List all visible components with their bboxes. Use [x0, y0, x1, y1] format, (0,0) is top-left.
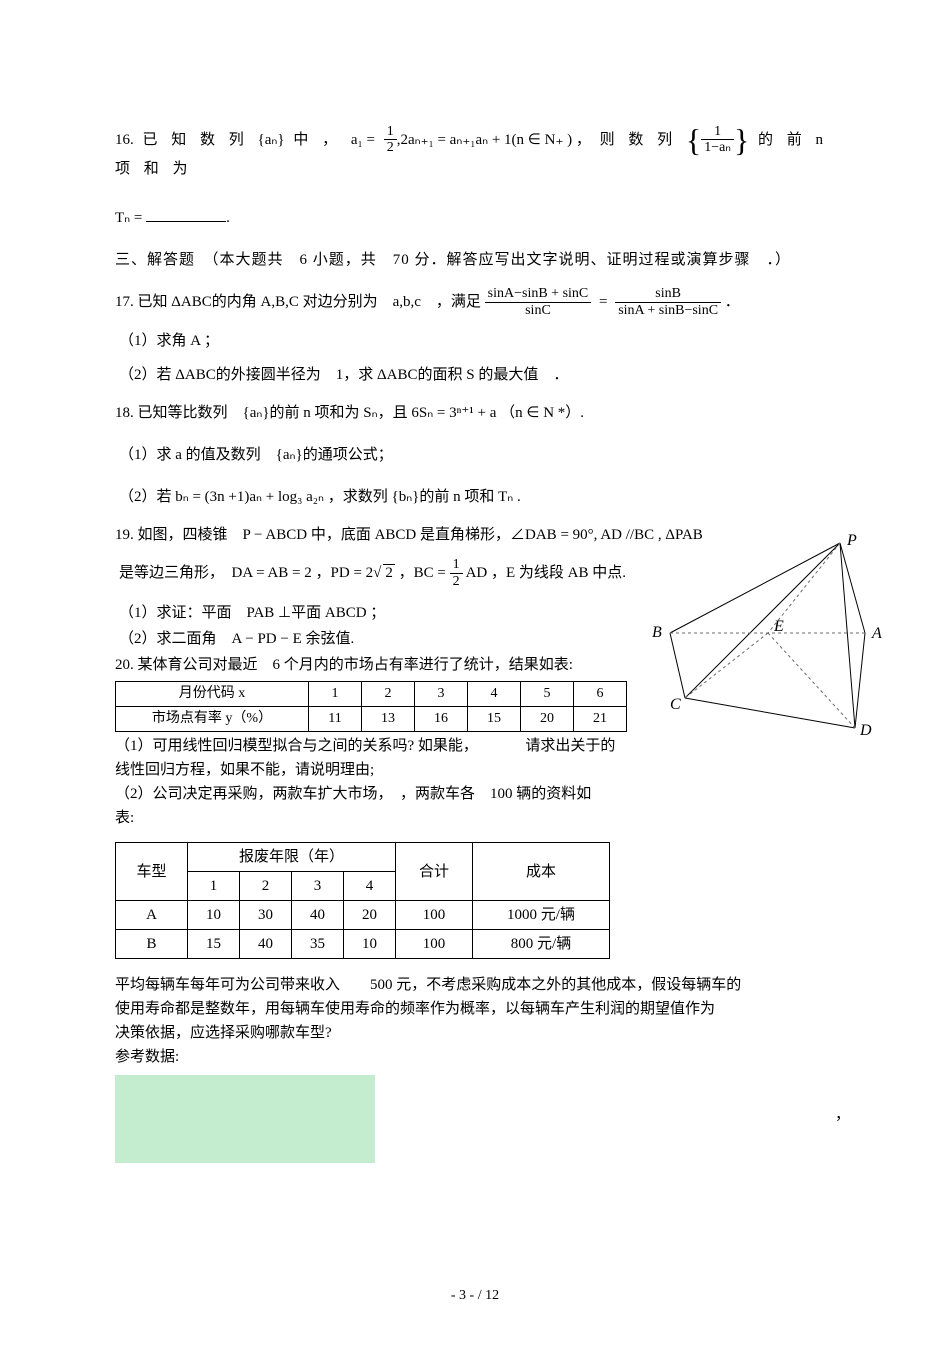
label-c: C — [670, 696, 681, 713]
q16-prefix: 已 知 数 列 — [143, 132, 249, 148]
q16-label: 16. — [115, 132, 134, 148]
q16-tn: Tₙ = — [115, 210, 142, 226]
question-16: 16. 已 知 数 列 {aₙ} 中 ， a₁ = 1 2 ,2aₙ₊₁ = a… — [115, 124, 850, 181]
q17-sub2: （2）若 ΔABC的外接圆半径为 1，求 ΔABC的面积 S 的最大值 ． — [115, 363, 850, 387]
label-d: D — [859, 722, 872, 739]
q18-sub2: （2）若 bₙ = (3n +1)aₙ + log₃ a₂ₙ ，求数列 {bₙ}… — [115, 485, 850, 509]
q19-block: P A B C D E 19. 如图，四棱锥 P − ABCD 中，底面 ABC… — [115, 523, 850, 830]
q17-eq: = — [595, 294, 611, 310]
page: 16. 已 知 数 列 {aₙ} 中 ， a₁ = 1 2 ,2aₙ₊₁ = a… — [0, 0, 950, 1345]
q16-recur: ,2aₙ₊₁ = aₙ₊₁aₙ + 1(n ∈ N₊ ) ， — [397, 132, 591, 148]
q17-period: ． — [725, 294, 740, 310]
pyramid-figure: P A B C D E — [640, 533, 890, 753]
sqrt-2: 2 — [383, 564, 395, 581]
q16-a1: a₁ = — [351, 132, 375, 148]
q20-sub2b: 表: — [115, 806, 850, 830]
fraction-target: 1 1−aₙ — [701, 124, 734, 157]
right-brace: } — [734, 126, 749, 155]
q16-answer-row: Tₙ = . — [115, 206, 850, 230]
q17-text: 17. 已知 ΔABC的内角 A,B,C 对边分别为 a,b,c ，满足 — [115, 294, 481, 310]
table-row: 车型 报废年限（年） 合计 成本 — [116, 843, 610, 872]
q17-frac2: sinB sinA + sinB−sinC — [615, 286, 721, 319]
q20-tail4: 参考数据: — [115, 1045, 850, 1069]
fraction-half: 1 2 — [384, 124, 397, 157]
q17-frac1: sinA−sinB + sinC sinC — [485, 286, 592, 319]
vehicle-table: 车型 报废年限（年） 合计 成本 1 2 3 4 A 10 30 40 20 1… — [115, 842, 610, 959]
label-a: A — [871, 625, 882, 642]
label-e: E — [773, 618, 784, 635]
table-row: 市场点有率 y（%） 11 13 16 15 20 21 — [116, 706, 627, 731]
question-18: 18. 已知等比数列 {aₙ}的前 n 项和为 Sₙ，且 6Sₙ = 3ⁿ⁺¹ … — [115, 401, 850, 425]
section-3-title: 三、解答题 （本大题共 6 小题，共 70 分．解答应写出文字说明、证明过程或演… — [115, 248, 850, 272]
blank-underline — [146, 207, 226, 222]
table-row: 月份代码 x 1 2 3 4 5 6 — [116, 681, 627, 706]
q20-tail2: 使用寿命都是整数年，用每辆车使用寿命的频率作为概率，以每辆车产生利润的期望值作为 — [115, 997, 850, 1021]
q20-sub2: （2）公司决定再采购，两款车扩大市场， ，两款车各 100 辆的资料如 — [115, 782, 850, 806]
question-17: 17. 已知 ΔABC的内角 A,B,C 对边分别为 a,b,c ，满足 sin… — [115, 286, 850, 319]
trailing-comma: ， — [835, 1103, 850, 1127]
q20-sub1c: 线性回归方程，如果不能，请说明理由; — [115, 758, 850, 782]
q16-then: 则 数 列 — [600, 132, 678, 148]
fraction-half-2: 1 2 — [450, 557, 463, 590]
q18-sub1: （1）求 a 的值及数列 {aₙ}的通项公式； — [115, 443, 850, 467]
label-b: B — [652, 624, 662, 641]
label-p: P — [846, 533, 857, 549]
left-brace: { — [686, 126, 701, 155]
highlight-block — [115, 1075, 375, 1163]
q20-tail3: 决策依据，应选择采购哪款车型? — [115, 1021, 850, 1045]
table-row: A 10 30 40 20 100 1000 元/辆 — [116, 901, 610, 930]
market-share-table: 月份代码 x 1 2 3 4 5 6 市场点有率 y（%） 11 13 16 1… — [115, 681, 627, 733]
q16-seq: {aₙ} — [258, 132, 285, 148]
q17-sub1: （1）求角 A ； — [115, 329, 850, 353]
table-row: B 15 40 35 10 100 800 元/辆 — [116, 930, 610, 959]
page-footer: - 3 - / 12 — [0, 1285, 950, 1307]
q16-mid: 中 ， — [293, 132, 342, 148]
q20-tail1: 平均每辆车每年可为公司带来收入 500 元，不考虑采购成本之外的其他成本，假设每… — [115, 973, 850, 997]
